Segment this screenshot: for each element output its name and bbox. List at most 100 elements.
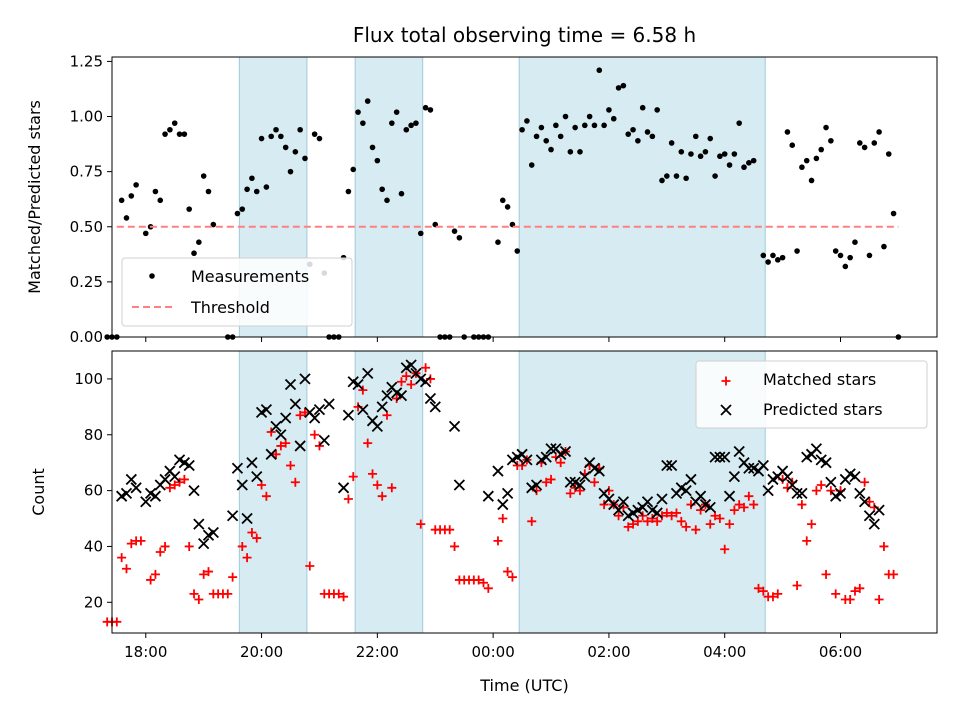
matched-star-point	[343, 494, 353, 504]
predicted-star-point	[723, 490, 736, 502]
predicted-star-point	[251, 471, 263, 483]
measurement-point	[760, 252, 767, 259]
predicted-star-point	[796, 487, 808, 500]
predicted-star-point	[241, 512, 253, 525]
matched-star-point	[286, 460, 296, 470]
measurement-point	[765, 259, 771, 265]
predicted-star-point	[564, 476, 576, 488]
measurement-point	[707, 135, 714, 142]
measurement-point	[664, 173, 670, 179]
predicted-star-point	[188, 484, 200, 497]
predicted-star-point	[704, 501, 716, 513]
matched-star-point	[715, 514, 725, 524]
predicted-star-point	[149, 490, 162, 502]
y-tick-label: 0.75	[70, 163, 103, 181]
legend-label-measurements: Measurements	[191, 267, 309, 286]
measurement-point	[234, 210, 241, 217]
predicted-star-point	[419, 376, 432, 388]
predicted-star-point	[231, 462, 244, 474]
shaded-interval	[238, 350, 308, 634]
measurement-point	[866, 252, 873, 259]
predicted-star-point	[260, 403, 273, 416]
predicted-star-point	[858, 496, 871, 508]
measurement-point	[519, 126, 525, 133]
measurement-point	[702, 149, 709, 155]
predicted-star-point	[854, 487, 866, 500]
top-x-axis	[145, 337, 842, 342]
matched-star-point	[170, 480, 180, 490]
top-shaded-intervals	[238, 56, 766, 338]
y-tick-label: 80	[84, 426, 103, 444]
matched-star-point	[503, 567, 513, 577]
matched-star-point	[175, 477, 185, 487]
top-panel: 0.00 0.25 0.50 0.75 1.00 1.25 Flux total obse…	[25, 23, 938, 346]
predicted-star-point	[873, 504, 885, 516]
matched-star-point	[421, 363, 431, 373]
predicted-star-point	[453, 479, 466, 491]
measurement-point	[360, 120, 366, 126]
y-tick-label: 100	[74, 370, 103, 388]
matched-star-point	[811, 486, 821, 496]
matched-star-point	[387, 483, 397, 493]
measurement-point	[495, 239, 501, 245]
matched-star-point	[705, 519, 715, 529]
predicted-star-point	[284, 378, 297, 391]
bottom-plot-series	[102, 359, 899, 627]
measurement-point	[210, 221, 217, 228]
predicted-star-point	[540, 451, 552, 463]
y-tick-label: 40	[84, 537, 103, 555]
bottom-panel: 20 40 60 80 100 18:00 20:00 22:00 00:00 02:00 04:…	[29, 350, 938, 695]
bottom-y-axis-label: Count	[29, 468, 48, 516]
measurement-point	[524, 118, 530, 124]
x-axis-label: Time (UTC)	[479, 676, 568, 695]
predicted-star-point	[169, 471, 181, 483]
predicted-star-point	[834, 487, 847, 500]
matched-star-point	[150, 569, 160, 579]
matched-star-point	[160, 541, 170, 551]
measurement-point	[118, 197, 125, 204]
legend-label-predicted-stars: Predicted stars	[763, 400, 883, 419]
measurement-point	[586, 113, 593, 120]
matched-star-point	[203, 567, 213, 577]
matched-star-point	[792, 581, 802, 591]
measurement-point	[668, 140, 675, 146]
matched-star-point	[358, 385, 368, 395]
matched-star-point	[507, 572, 517, 582]
measurement-point	[413, 120, 419, 126]
matched-star-point	[305, 561, 315, 571]
measurement-point	[374, 157, 381, 164]
matched-star-point	[146, 575, 156, 585]
bottom-legend: Matched stars Predicted stars	[695, 360, 928, 429]
matched-star-point	[541, 477, 551, 487]
predicted-star-point	[694, 490, 707, 502]
matched-star-point	[874, 594, 884, 604]
matched-star-point	[599, 500, 609, 510]
predicted-star-point	[651, 507, 663, 519]
measurement-point	[553, 122, 559, 129]
measurement-point	[142, 230, 149, 237]
measurement-point	[606, 107, 612, 113]
measurement-point	[731, 151, 738, 157]
measurement-point	[282, 144, 289, 151]
matched-star-point	[483, 583, 493, 593]
matched-star-point	[807, 519, 817, 529]
predicted-star-point	[125, 473, 137, 486]
matched-star-point	[179, 474, 189, 484]
y-tick-label: 0.25	[70, 273, 103, 291]
predicted-star-point	[714, 451, 726, 463]
predicted-star-point	[559, 445, 572, 458]
measurement-point	[278, 133, 284, 140]
matched-star-point	[223, 589, 233, 599]
predicted-star-point	[193, 518, 205, 530]
bottom-y-axis: 20 40 60 80 100	[74, 370, 112, 611]
measurement-point	[292, 149, 299, 155]
measurement-point	[823, 124, 829, 131]
measurement-point	[885, 151, 892, 157]
predicted-star-point	[743, 462, 755, 474]
measurement-point	[427, 107, 434, 113]
matched-star-point	[396, 377, 406, 387]
matched-star-point	[401, 371, 411, 381]
predicted-star-point	[275, 429, 287, 441]
measurement-point	[451, 228, 458, 234]
measurement-point	[683, 175, 689, 182]
